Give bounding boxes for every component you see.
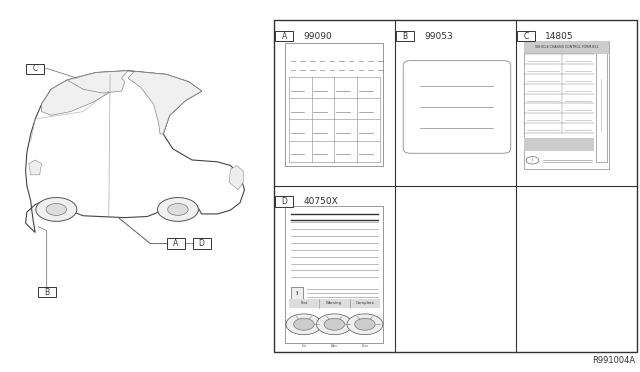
Text: Flat: Flat <box>300 301 307 305</box>
Bar <box>38 287 56 297</box>
Circle shape <box>157 198 198 221</box>
Bar <box>291 288 303 299</box>
Text: VEHICLE CHASSIS CONTROL FORM-B11: VEHICLE CHASSIS CONTROL FORM-B11 <box>534 45 598 49</box>
Bar <box>26 64 44 74</box>
Text: Flat: Flat <box>301 344 307 349</box>
Text: !: ! <box>296 291 298 296</box>
Text: i: i <box>532 158 533 162</box>
Text: Complete: Complete <box>355 301 374 305</box>
Text: Done: Done <box>362 344 369 349</box>
Text: C: C <box>33 64 38 73</box>
Text: A: A <box>173 239 179 248</box>
Polygon shape <box>128 71 202 134</box>
Text: D: D <box>198 239 205 248</box>
Bar <box>524 138 594 151</box>
Text: B: B <box>403 32 408 41</box>
Bar <box>275 31 293 41</box>
Text: 99053: 99053 <box>424 32 453 41</box>
Polygon shape <box>26 71 244 232</box>
Text: C: C <box>524 32 529 41</box>
Circle shape <box>347 314 383 335</box>
FancyBboxPatch shape <box>403 61 511 153</box>
Polygon shape <box>42 74 122 115</box>
Polygon shape <box>229 166 243 190</box>
Bar <box>396 31 414 41</box>
Bar <box>193 238 211 249</box>
Circle shape <box>168 203 188 215</box>
Bar <box>285 43 383 166</box>
Polygon shape <box>29 160 42 175</box>
Text: Warning: Warning <box>326 301 342 305</box>
Bar <box>596 48 607 162</box>
Bar <box>517 31 535 41</box>
Bar <box>285 206 383 343</box>
Circle shape <box>324 318 344 330</box>
Text: 99090: 99090 <box>303 32 332 41</box>
Text: D: D <box>281 197 287 206</box>
Circle shape <box>286 314 322 335</box>
Bar <box>289 299 380 308</box>
Circle shape <box>526 157 539 164</box>
Bar <box>274 20 637 352</box>
Bar <box>275 196 293 207</box>
Bar <box>524 41 609 169</box>
Text: A: A <box>282 32 287 41</box>
Text: 40750X: 40750X <box>303 197 338 206</box>
Text: B: B <box>44 288 49 296</box>
Circle shape <box>36 198 77 221</box>
Text: Warn: Warn <box>331 344 338 349</box>
Text: R991004A: R991004A <box>592 356 635 365</box>
Polygon shape <box>67 71 128 93</box>
Bar <box>524 41 609 54</box>
Bar <box>167 238 185 249</box>
Circle shape <box>355 318 375 330</box>
Text: 14805: 14805 <box>545 32 574 41</box>
Circle shape <box>294 318 314 330</box>
Circle shape <box>46 203 67 215</box>
Circle shape <box>316 314 352 335</box>
